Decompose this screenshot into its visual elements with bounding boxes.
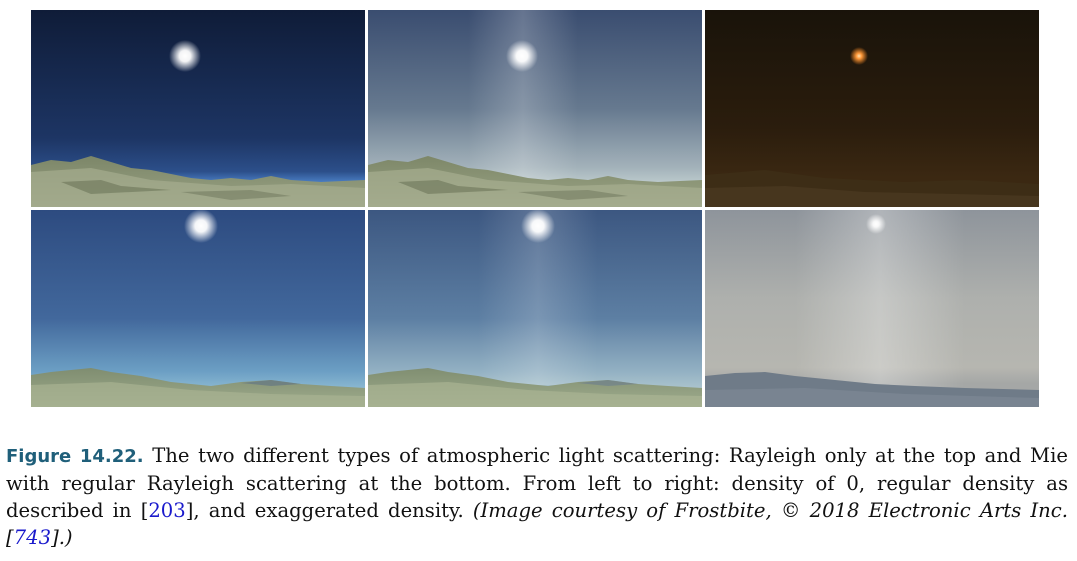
citation-link-203[interactable]: 203 (148, 499, 186, 522)
sun-icon (866, 214, 886, 234)
caption-text-2: , and exaggerated density. (193, 499, 473, 522)
ref2-open-bracket: [ (6, 526, 14, 549)
figure-label: Figure 14.22. (6, 446, 144, 467)
courtesy-text-b: 2018 Electronic Arts Inc. (800, 499, 1068, 522)
sun-icon (506, 40, 538, 72)
panel-rayleigh-density-zero (31, 10, 365, 207)
ref-open-bracket: [ (140, 499, 149, 522)
panel-mie-density-zero (31, 210, 365, 407)
image-courtesy: (Image courtesy of Frostbite, © 2018 Ele… (6, 499, 1068, 549)
copyright-icon: © (780, 499, 801, 522)
sun-icon (184, 210, 218, 243)
sun-icon (521, 210, 555, 243)
citation-link-743[interactable]: 743 (13, 526, 52, 549)
render-clear-blue-sky (31, 210, 365, 407)
caption-text: The two different types of atmospheric l… (6, 444, 1068, 522)
ref-close-bracket: ] (185, 499, 194, 522)
render-hazy-blue-sky (368, 210, 702, 407)
courtesy-text-a: (Image courtesy of Frostbite, (472, 499, 781, 522)
render-blue-gray-sky (368, 10, 702, 207)
render-night-sky (31, 10, 365, 207)
panel-mie-regular-density (368, 210, 702, 407)
sun-icon (169, 40, 201, 72)
sun-icon (850, 47, 868, 65)
figure-caption: Figure 14.22. The two different types of… (6, 442, 1068, 551)
figure-image-grid (31, 10, 1039, 408)
panel-mie-exaggerated-density (705, 210, 1039, 407)
render-dark-orange-sky (705, 10, 1039, 207)
panel-rayleigh-exaggerated-density (705, 10, 1039, 207)
ref2-close-bracket: ].) (51, 526, 73, 549)
render-foggy-sky (705, 210, 1039, 407)
panel-rayleigh-regular-density (368, 10, 702, 207)
